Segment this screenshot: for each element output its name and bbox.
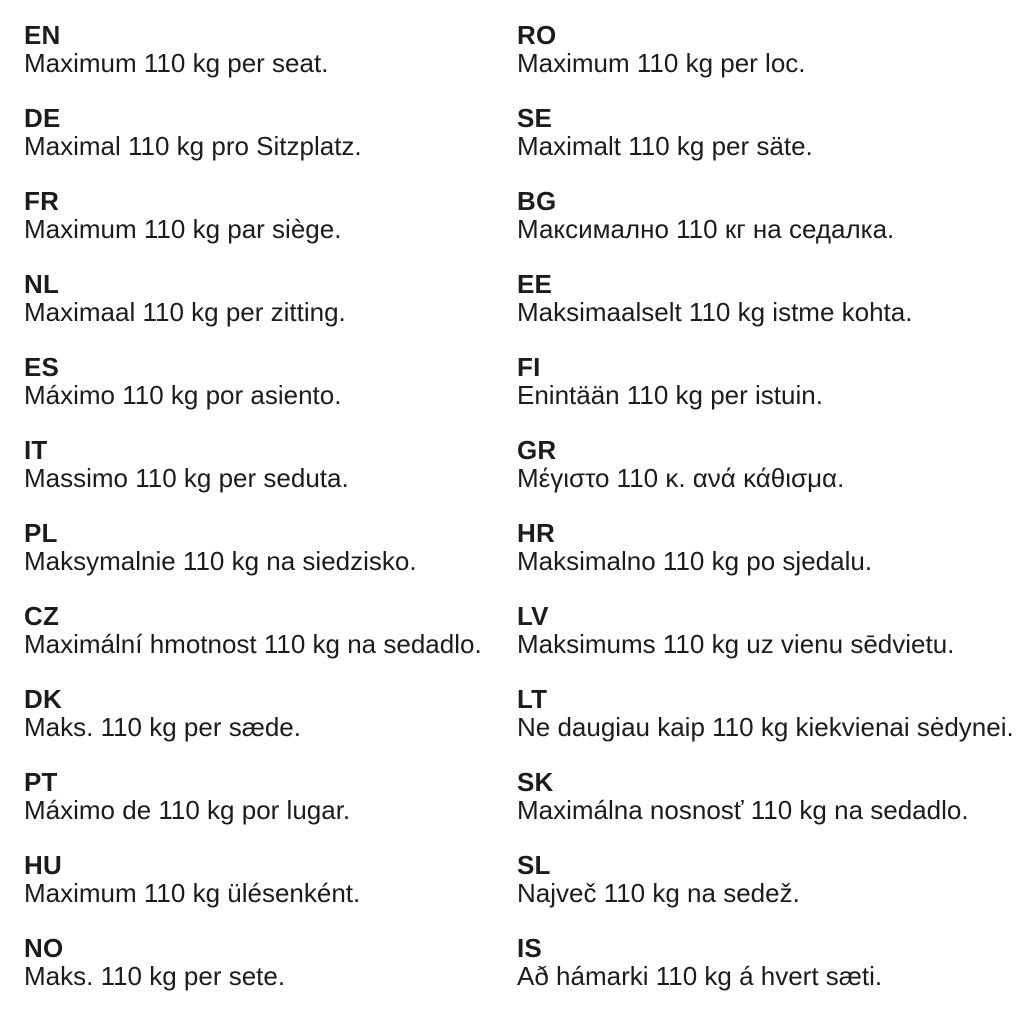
translation-text: Maks. 110 kg per sete. (24, 961, 286, 991)
language-code: EN (24, 20, 61, 50)
translation-text: Μέγιστο 110 κ. ανά κάθισμα. (517, 463, 845, 493)
translation-text: Að hámarki 110 kg á hvert sæti. (517, 961, 883, 991)
translation-text: Maximum 110 kg per seat. (24, 48, 329, 78)
language-code: SK (517, 767, 554, 797)
language-block: FR Maximum 110 kg par siège. (24, 187, 517, 243)
language-block: NL Maximaal 110 kg per zitting. (24, 270, 517, 326)
translation-text: Največ 110 kg na sedež. (517, 878, 800, 908)
translation-text: Maks. 110 kg per sæde. (24, 712, 301, 742)
language-block: BG Максимално 110 кг на седалка. (517, 187, 1024, 243)
translation-text: Maximal 110 kg pro Sitzplatz. (24, 131, 362, 161)
language-code: GR (517, 435, 557, 465)
language-block: PL Maksymalnie 110 kg na siedzisko. (24, 519, 517, 575)
language-code: ES (24, 352, 60, 382)
translation-text: Maximum 110 kg per loc. (517, 48, 806, 78)
translation-text: Ne daugiau kaip 110 kg kiekvienai sėdyne… (517, 712, 1014, 742)
translation-text: Maksymalnie 110 kg na siedzisko. (24, 546, 417, 576)
language-code: DK (24, 684, 62, 714)
translation-text: Maksimums 110 kg uz vienu sēdvietu. (517, 629, 955, 659)
language-code: PT (24, 767, 58, 797)
translation-text: Максимално 110 кг на седалка. (517, 214, 895, 244)
language-block: LV Maksimums 110 kg uz vienu sēdvietu. (517, 602, 1024, 658)
language-code: RO (517, 20, 557, 50)
language-code: NO (24, 933, 64, 963)
language-code: BG (517, 186, 557, 216)
translation-text: Maximálna nosnosť 110 kg na sedadlo. (517, 795, 969, 825)
language-block: PT Máximo de 110 kg por lugar. (24, 768, 517, 824)
translation-text: Máximo de 110 kg por lugar. (24, 795, 351, 825)
language-code: SL (517, 850, 551, 880)
translation-text: Maximaal 110 kg per zitting. (24, 297, 346, 327)
language-code: FI (517, 352, 541, 382)
translation-text: Máximo 110 kg por asiento. (24, 380, 342, 410)
language-block: SK Maximálna nosnosť 110 kg na sedadlo. (517, 768, 1024, 824)
language-block: HR Maksimalno 110 kg po sjedalu. (517, 519, 1024, 575)
language-code: FR (24, 186, 60, 216)
language-code: DE (24, 103, 61, 133)
language-block: FI Enintään 110 kg per istuin. (517, 353, 1024, 409)
language-block: NO Maks. 110 kg per sete. (24, 934, 517, 990)
language-code: IS (517, 933, 542, 963)
language-code: CZ (24, 601, 60, 631)
language-column-left: EN Maximum 110 kg per seat. DE Maximal 1… (24, 21, 517, 1024)
language-block: IT Massimo 110 kg per seduta. (24, 436, 517, 492)
translation-text: Massimo 110 kg per seduta. (24, 463, 349, 493)
language-code: PL (24, 518, 58, 548)
language-code: EE (517, 269, 553, 299)
translation-text: Maksimaalselt 110 kg istme kohta. (517, 297, 913, 327)
translation-text: Maximum 110 kg ülésenként. (24, 878, 361, 908)
language-code: HR (517, 518, 555, 548)
language-block: DK Maks. 110 kg per sæde. (24, 685, 517, 741)
language-block: GR Μέγιστο 110 κ. ανά κάθισμα. (517, 436, 1024, 492)
language-code: LV (517, 601, 549, 631)
language-block: RO Maximum 110 kg per loc. (517, 21, 1024, 77)
language-code: NL (24, 269, 60, 299)
translation-text: Maximalt 110 kg per säte. (517, 131, 813, 161)
language-block: SL Največ 110 kg na sedež. (517, 851, 1024, 907)
translation-text: Maximum 110 kg par siège. (24, 214, 342, 244)
translation-text: Enintään 110 kg per istuin. (517, 380, 823, 410)
language-block: CZ Maximální hmotnost 110 kg na sedadlo. (24, 602, 517, 658)
language-block: EE Maksimaalselt 110 kg istme kohta. (517, 270, 1024, 326)
language-block: SE Maximalt 110 kg per säte. (517, 104, 1024, 160)
language-block: EN Maximum 110 kg per seat. (24, 21, 517, 77)
language-code: HU (24, 850, 62, 880)
language-block: IS Að hámarki 110 kg á hvert sæti. (517, 934, 1024, 990)
language-code: IT (24, 435, 48, 465)
language-block: DE Maximal 110 kg pro Sitzplatz. (24, 104, 517, 160)
translation-text: Maximální hmotnost 110 kg na sedadlo. (24, 629, 482, 659)
translation-text: Maksimalno 110 kg po sjedalu. (517, 546, 873, 576)
language-code: LT (517, 684, 548, 714)
language-column-right: RO Maximum 110 kg per loc. SE Maximalt 1… (517, 21, 1024, 1024)
language-block: ES Máximo 110 kg por asiento. (24, 353, 517, 409)
language-block: HU Maximum 110 kg ülésenként. (24, 851, 517, 907)
language-code: SE (517, 103, 553, 133)
language-block: LT Ne daugiau kaip 110 kg kiekvienai sėd… (517, 685, 1024, 741)
